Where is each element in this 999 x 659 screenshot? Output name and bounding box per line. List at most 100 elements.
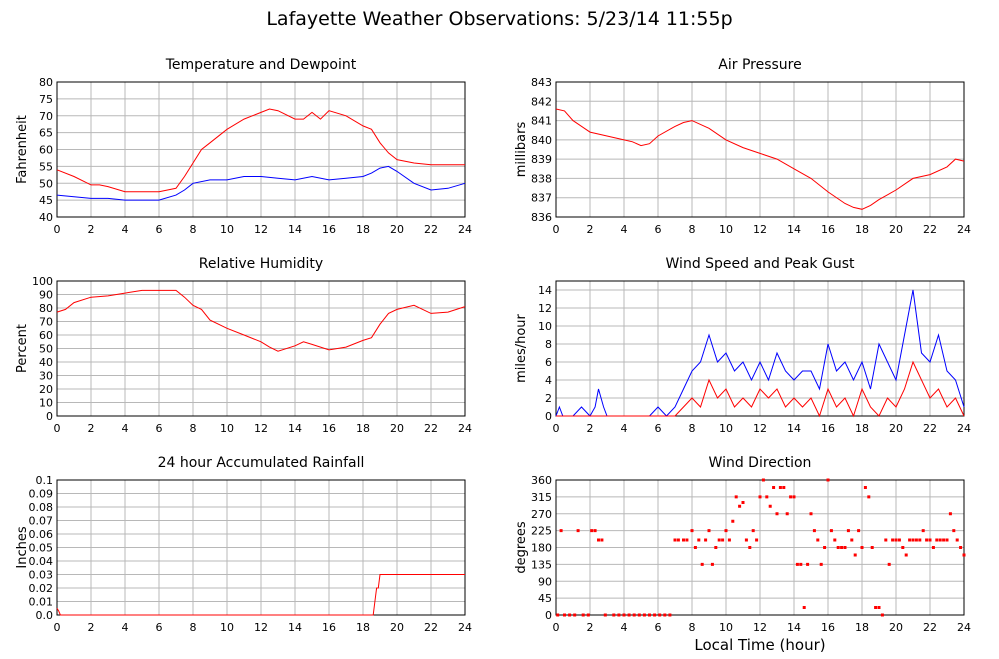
y-tick-label: 90 bbox=[39, 289, 53, 302]
data-point bbox=[586, 613, 590, 617]
x-tick-label: 22 bbox=[424, 223, 438, 236]
x-tick-label: 20 bbox=[889, 621, 903, 634]
x-tick-label: 12 bbox=[254, 223, 268, 236]
data-point bbox=[632, 613, 636, 617]
y-tick-label: 70 bbox=[39, 316, 53, 329]
data-point bbox=[653, 613, 657, 617]
data-point bbox=[685, 538, 689, 542]
data-point bbox=[627, 613, 631, 617]
data-point bbox=[880, 613, 884, 617]
data-point bbox=[884, 538, 888, 542]
data-point bbox=[925, 538, 929, 542]
data-point bbox=[863, 486, 867, 489]
y-tick-label: 4 bbox=[545, 374, 552, 387]
x-tick-label: 12 bbox=[753, 223, 767, 236]
y-tick-label: 40 bbox=[39, 356, 53, 369]
x-tick-label: 24 bbox=[957, 621, 971, 634]
data-point bbox=[593, 529, 597, 533]
y-tick-label: 0.08 bbox=[29, 501, 54, 514]
x-tick-label: 10 bbox=[220, 223, 234, 236]
x-tick-label: 24 bbox=[458, 223, 472, 236]
y-tick-label: 12 bbox=[538, 302, 552, 315]
data-point bbox=[928, 538, 932, 542]
y-tick-label: 135 bbox=[531, 558, 552, 571]
y-tick-label: 360 bbox=[531, 474, 552, 487]
x-tick-label: 18 bbox=[855, 223, 869, 236]
data-point bbox=[901, 546, 905, 549]
y-tick-label: 840 bbox=[531, 134, 552, 147]
x-tick-label: 8 bbox=[689, 422, 696, 435]
chart-panel-2: 0 2 4 6 8 10 12 14 16 18 20 22 240102030405060708090… bbox=[15, 256, 472, 435]
data-point bbox=[741, 501, 745, 504]
data-point bbox=[955, 538, 959, 542]
data-point bbox=[846, 529, 850, 533]
y-tick-label: 0.03 bbox=[29, 569, 54, 582]
y-tick-label: 45 bbox=[39, 194, 53, 207]
data-point bbox=[826, 478, 830, 482]
y-tick-label: 841 bbox=[531, 115, 552, 128]
x-tick-label: 4 bbox=[621, 223, 628, 236]
data-point bbox=[809, 512, 813, 516]
data-point bbox=[942, 538, 946, 542]
y-axis-label: Fahrenheit bbox=[15, 115, 30, 184]
chart-title: Relative Humidity bbox=[199, 256, 323, 272]
x-tick-label: 14 bbox=[787, 621, 801, 634]
y-tick-label: 60 bbox=[39, 144, 53, 157]
data-point bbox=[867, 495, 871, 499]
data-point bbox=[710, 562, 714, 566]
y-tick-label: 843 bbox=[531, 76, 552, 89]
data-point bbox=[792, 495, 796, 499]
x-tick-label: 8 bbox=[190, 621, 197, 634]
data-point bbox=[612, 613, 616, 617]
y-tick-label: 65 bbox=[39, 127, 53, 140]
plot-frame bbox=[56, 81, 466, 218]
data-point bbox=[914, 538, 918, 542]
y-tick-label: 0.07 bbox=[29, 515, 54, 528]
data-point bbox=[642, 613, 646, 617]
data-point bbox=[819, 562, 823, 566]
plot-frame bbox=[555, 479, 965, 616]
y-axis-label: Percent bbox=[15, 324, 30, 373]
data-point bbox=[775, 512, 779, 516]
y-tick-label: 0.01 bbox=[29, 596, 54, 609]
data-point bbox=[704, 538, 708, 542]
y-tick-label: 0 bbox=[46, 410, 53, 423]
x-tick-label: 2 bbox=[587, 422, 594, 435]
y-tick-label: 14 bbox=[538, 284, 552, 297]
data-point bbox=[707, 529, 711, 533]
y-tick-label: 100 bbox=[32, 275, 53, 288]
data-point bbox=[758, 495, 762, 499]
data-point bbox=[840, 546, 844, 549]
data-point bbox=[690, 529, 694, 533]
y-tick-label: 80 bbox=[39, 76, 53, 89]
data-point bbox=[731, 519, 735, 523]
data-point bbox=[948, 512, 952, 516]
y-tick-label: 0.1 bbox=[36, 474, 54, 487]
data-point bbox=[778, 486, 782, 489]
chart-title: Air Pressure bbox=[718, 57, 801, 73]
x-tick-label: 8 bbox=[689, 223, 696, 236]
x-tick-label: 16 bbox=[322, 621, 336, 634]
plot-frame bbox=[555, 81, 965, 218]
data-point bbox=[617, 613, 621, 617]
x-tick-label: 12 bbox=[254, 422, 268, 435]
y-tick-label: 2 bbox=[545, 392, 552, 405]
x-tick-label: 8 bbox=[190, 422, 197, 435]
y-axis-label: degrees bbox=[514, 521, 529, 574]
x-tick-label: 20 bbox=[889, 223, 903, 236]
x-tick-label: 0 bbox=[553, 621, 560, 634]
y-tick-label: 80 bbox=[39, 302, 53, 315]
data-point bbox=[556, 613, 560, 617]
data-point bbox=[795, 562, 799, 566]
y-tick-label: 6 bbox=[545, 356, 552, 369]
x-tick-label: 20 bbox=[390, 621, 404, 634]
data-point bbox=[648, 613, 651, 617]
data-point bbox=[799, 562, 803, 566]
data-point bbox=[721, 538, 725, 542]
y-tick-label: 60 bbox=[39, 329, 53, 342]
data-point bbox=[833, 538, 837, 542]
data-point bbox=[663, 613, 667, 617]
x-tick-label: 20 bbox=[390, 223, 404, 236]
data-point bbox=[918, 538, 922, 542]
